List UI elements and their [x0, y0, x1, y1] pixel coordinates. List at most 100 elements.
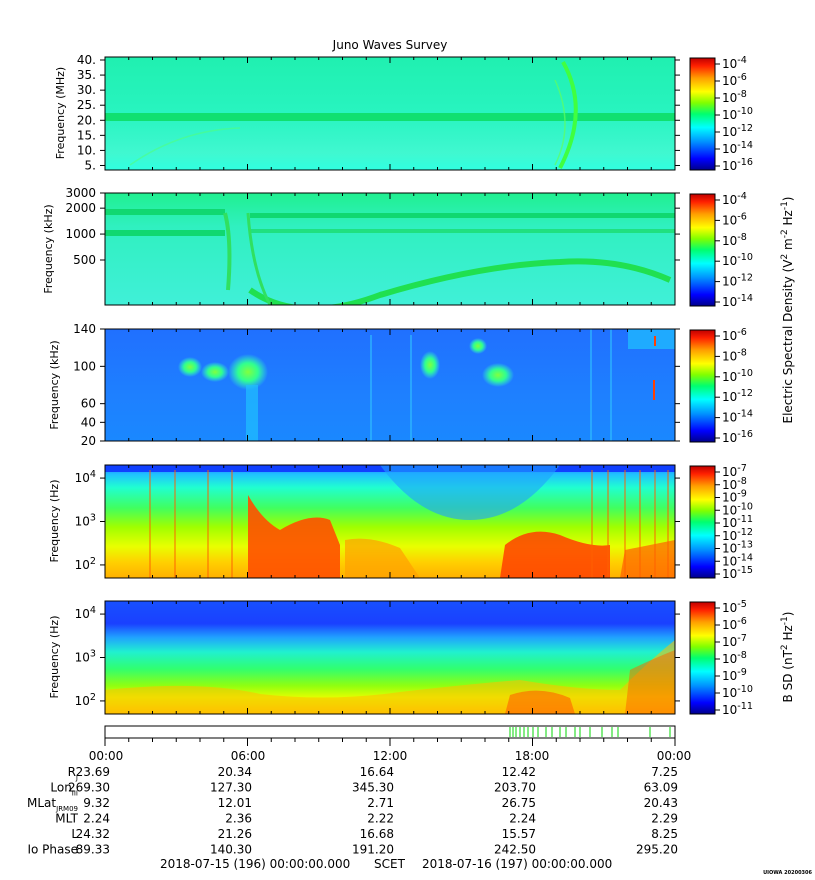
dropout-curve	[223, 212, 232, 291]
emission-blob-4	[420, 351, 440, 379]
colorbar-tick-label: 10-4	[722, 55, 747, 71]
band-1mhz-left	[105, 230, 225, 236]
yaxis-lfrhi: 20 40 60 100 140	[73, 322, 680, 448]
ytick-label: 103	[75, 649, 96, 665]
colorbar-tick-label: 10-14	[722, 552, 753, 568]
ephem-value: 20.34	[218, 765, 252, 779]
time-axis: 00:00 06:00 12:00 18:00 00:00	[89, 749, 692, 763]
ephem-value: 2.24	[83, 812, 110, 826]
footer-end: 2018-07-16 (197) 00:00:00.000	[422, 857, 612, 871]
cbar-ticks-lfrlo: 10-710-810-910-1010-1110-1210-1310-1410-…	[715, 463, 753, 581]
ephem-label: L	[71, 827, 78, 841]
vertical-plume	[246, 385, 258, 441]
colorbar-tick-label: 10-9	[722, 489, 747, 505]
band-2mhz-left	[105, 209, 225, 215]
colorbar-tick-label: 10-14	[722, 293, 753, 309]
credit: UIOWA 20200306	[763, 870, 812, 876]
yaxis-lfrlo: 102 103 104	[75, 469, 680, 572]
ytick-label: 35.	[77, 68, 96, 82]
panel-hfwbr: 5.10.15.20.25.30.35.40. Frequency (MHz) …	[54, 53, 753, 173]
arc-emission-faint	[554, 79, 566, 166]
colorbar-lfrlo	[689, 465, 716, 579]
time-tick-4: 00:00	[657, 749, 692, 763]
ephem-value: 9.32	[83, 796, 110, 810]
ephem-value: 269.30	[68, 781, 110, 795]
colorbar-tick-label: 10-12	[722, 123, 753, 139]
arc-emission	[558, 61, 578, 169]
ephem-value: 345.30	[352, 781, 394, 795]
ylabel-hfwbr: Frequency (MHz)	[54, 67, 67, 159]
colorbar-tick-label: 10-14	[722, 140, 753, 156]
emission-blob-5	[469, 338, 487, 354]
ephem-value: 89.33	[76, 843, 110, 857]
ephem-value: 2.71	[367, 796, 394, 810]
hot-spot-2	[654, 336, 656, 346]
colorbar-tick-label: 10-16	[722, 157, 753, 173]
colorbar-tick-label: 10-6	[722, 616, 747, 632]
cbar-ticks-lfrhi: 10-6 10-8 10-10 10-12 10-14 10-16	[715, 327, 753, 445]
spike-lines-lfrlo	[149, 470, 669, 578]
ephem-value: 63.09	[644, 781, 678, 795]
band-1.6mhz-right	[250, 213, 675, 218]
colorbar-tick-label: 10-8	[722, 650, 747, 666]
ylabel-hflbr: Frequency (kHz)	[42, 204, 55, 293]
band-20mhz	[105, 113, 675, 121]
colorbar-tick-label: 10-7	[722, 633, 747, 649]
colorbar-tick-label: 10-16	[722, 429, 753, 445]
colorbar-tick-label: 10-8	[722, 476, 747, 492]
colorbar-tick-label: 10-12	[722, 388, 753, 404]
ephem-label: MLT	[55, 812, 78, 826]
ytick-label: 500	[73, 253, 96, 267]
colorbar-lfrhi	[689, 329, 716, 443]
ytick-label: 104	[75, 469, 96, 485]
arc-emission-faint-2	[129, 127, 241, 166]
low-density-dip	[380, 465, 560, 520]
ephem-value: 21.26	[218, 827, 252, 841]
emission-blob-1	[178, 357, 202, 377]
ephem-label: RJ	[68, 765, 78, 782]
bsd-hot-core	[505, 690, 575, 714]
colorbar-tick-label: 10-10	[722, 252, 753, 268]
hiss-region-4	[620, 540, 675, 578]
ytick-label: 15.	[77, 128, 96, 142]
hiss-region-2	[345, 538, 420, 578]
emission-blob-2	[201, 362, 229, 382]
ytick-label: 102	[75, 692, 96, 708]
ytick-label: 102	[75, 556, 96, 572]
yaxis-hfwbr: 5.10.15.20.25.30.35.40.	[77, 53, 680, 172]
ephem-value: 12.42	[502, 765, 536, 779]
ephem-label: LonIII	[50, 781, 78, 798]
ytick-label: 20.	[77, 113, 96, 127]
colorbar-bsd	[689, 601, 716, 715]
ytick-label: 60	[81, 397, 96, 411]
ephem-value: 8.25	[651, 827, 678, 841]
colorbar-tick-label: 10-12	[722, 527, 753, 543]
ytick-label: 1000	[65, 227, 96, 241]
hiss-region-1	[248, 495, 340, 578]
ephem-value: 140.30	[210, 843, 252, 857]
ephem-value: 295.20	[636, 843, 678, 857]
ephem-value: 242.50	[494, 843, 536, 857]
colorbar-tick-label: 10-10	[722, 368, 753, 384]
spike-d	[610, 329, 612, 441]
time-tick-1: 06:00	[231, 749, 266, 763]
hot-spot	[653, 380, 655, 400]
ephem-value: 2.24	[509, 812, 536, 826]
colorbar-tick-label: 10-13	[722, 540, 753, 556]
ephem-value: 2.22	[367, 812, 394, 826]
ytick-label: 25.	[77, 98, 96, 112]
emission-blob-3	[228, 354, 268, 390]
colorbar-label-electric: Electric Spectral Density (V2 m-2 Hz-1)	[780, 196, 795, 423]
colorbar-label-magnetic: B SD (nT2 Hz-1)	[780, 612, 795, 703]
ephem-value: 20.43	[644, 796, 678, 810]
colorbar-tick-label: 10-7	[722, 463, 747, 479]
ephem-value: 7.25	[651, 765, 678, 779]
ytick-label: 103	[75, 513, 96, 529]
dropout-curve-2	[246, 212, 272, 305]
x-ticks	[104, 57, 676, 746]
colorbar-tick-label: 10-11	[722, 514, 753, 530]
